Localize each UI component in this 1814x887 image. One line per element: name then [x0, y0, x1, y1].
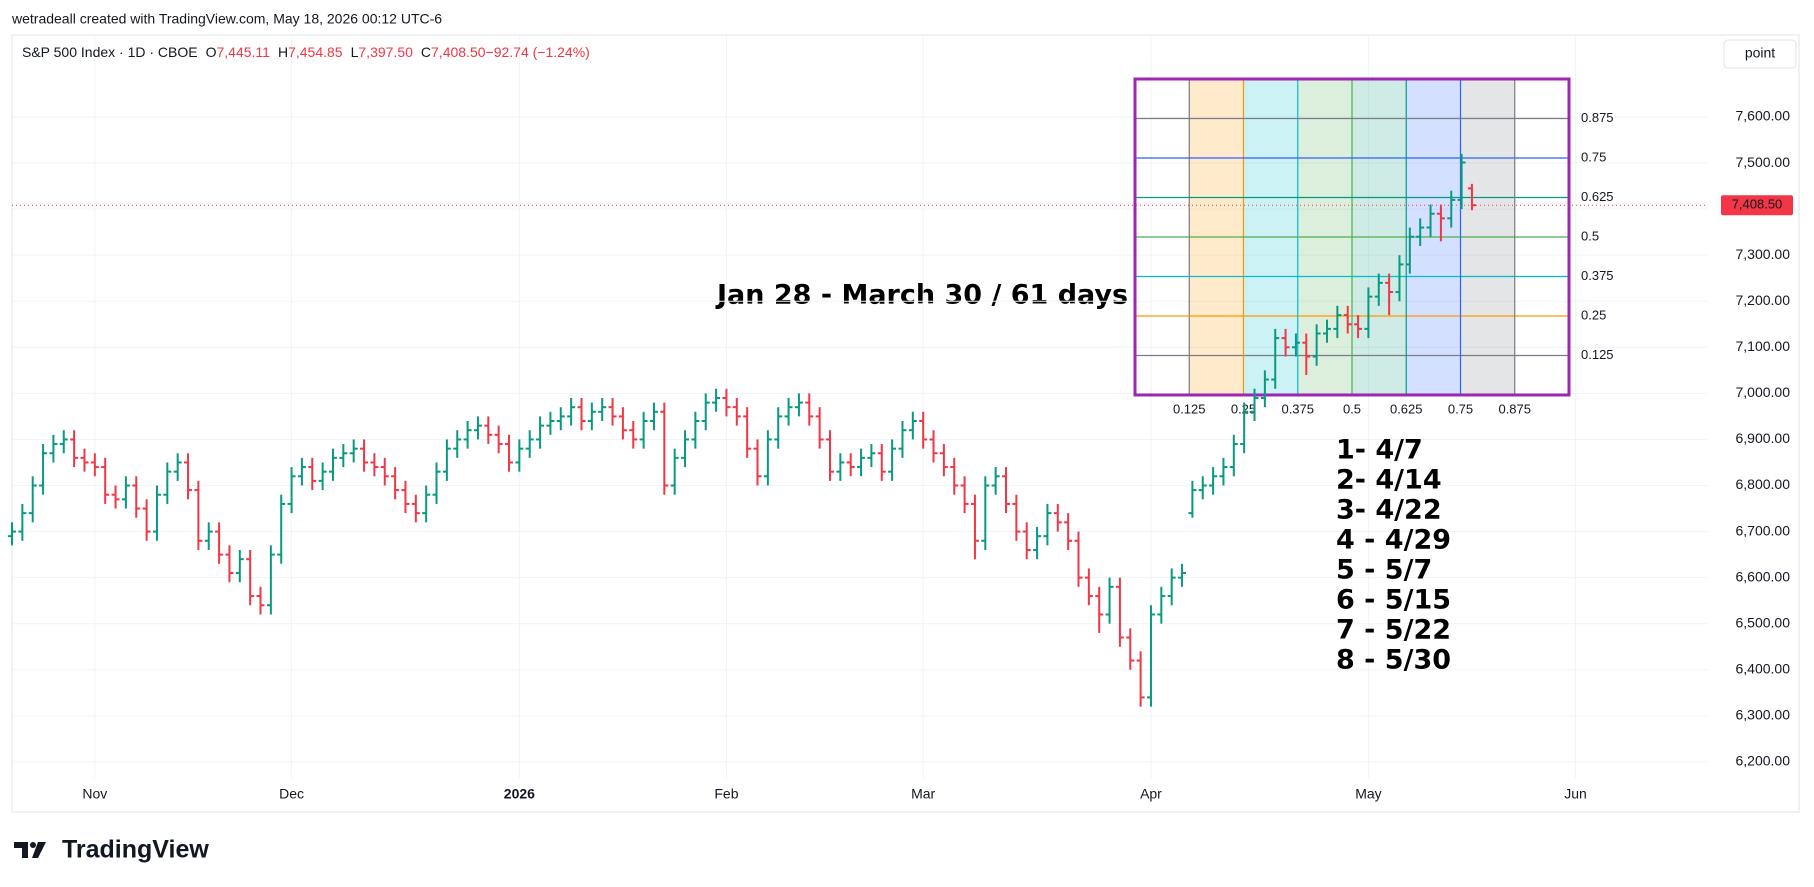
date-list-item: 4 - 4/29	[1336, 525, 1451, 556]
fib-time-label: 0.5	[1343, 401, 1361, 416]
legend-key: H	[278, 44, 288, 60]
fib-level-label: 0.125	[1581, 347, 1614, 362]
range-annotation: Jan 28 - March 30 / 61 days	[715, 280, 1128, 311]
x-tick-label: 2026	[504, 786, 535, 802]
y-tick-label: 7,200.00	[1736, 292, 1791, 308]
legend-value: −92.74 (−1.24%)	[486, 44, 590, 60]
fib-level-label: 0.5	[1581, 228, 1599, 243]
x-tick-label: Feb	[714, 786, 738, 802]
y-tick-label: 6,900.00	[1736, 430, 1791, 446]
fib-level-label: 0.25	[1581, 307, 1606, 322]
y-tick-label: 6,400.00	[1736, 660, 1791, 676]
fib-border	[1133, 77, 1571, 397]
date-list-item: 7 - 5/22	[1336, 615, 1451, 646]
point-button-label[interactable]: point	[1745, 45, 1775, 61]
x-tick-label: Mar	[911, 786, 935, 802]
legend: S&P 500 Index · 1D · CBOE O7,445.11 H7,454…	[22, 44, 590, 60]
y-tick-label: 7,000.00	[1736, 384, 1791, 400]
x-tick-label: May	[1355, 786, 1381, 802]
legend-value: 7,454.85	[288, 44, 343, 60]
date-list-item: 3- 4/22	[1336, 495, 1442, 526]
y-tick-label: 6,300.00	[1736, 707, 1791, 723]
fib-time-label: 0.125	[1173, 401, 1206, 416]
y-tick-label: 7,600.00	[1736, 108, 1791, 124]
last-price-tag	[1721, 195, 1793, 216]
y-tick-label: 6,200.00	[1736, 753, 1791, 769]
brand-name: TradingView	[62, 836, 209, 864]
y-tick-label: 6,800.00	[1736, 476, 1791, 492]
fib-level-label: 0.875	[1581, 110, 1614, 125]
legend-value: 7,397.50	[358, 44, 413, 60]
fib-time-label: 0.375	[1281, 401, 1314, 416]
chart-frame	[11, 34, 1800, 813]
y-tick-label: 6,500.00	[1736, 614, 1791, 630]
date-list-item: 8 - 5/30	[1336, 645, 1451, 676]
last-price-label: 7,408.50	[1732, 197, 1783, 212]
legend-key: L	[351, 44, 359, 60]
fib-level-label: 0.75	[1581, 149, 1606, 164]
date-list-item: 6 - 5/15	[1336, 585, 1451, 616]
x-tick-label: Jun	[1564, 786, 1587, 802]
fib-drawing: 0.1250.1250.250.250.3750.3750.50.50.6250…	[1133, 77, 1614, 416]
brand-logo	[14, 842, 46, 858]
x-tick-label: Dec	[279, 786, 304, 802]
point-button[interactable]	[1723, 39, 1797, 69]
y-tick-label: 7,300.00	[1736, 246, 1791, 262]
legend-value: 7,445.11	[217, 44, 271, 60]
legend-value: 7,408.50	[431, 44, 486, 60]
fib-time-label: 0.75	[1448, 401, 1473, 416]
date-list-item: 5 - 5/7	[1336, 555, 1432, 586]
y-tick-label: 6,600.00	[1736, 568, 1791, 584]
fib-time-label: 0.625	[1390, 401, 1423, 416]
attribution: wetradeall created with TradingView.com,…	[11, 11, 442, 27]
fib-level-label: 0.375	[1581, 268, 1614, 283]
x-tick-label: Nov	[82, 786, 107, 802]
date-list-item: 2- 4/14	[1336, 465, 1442, 496]
date-list-item: 1- 4/7	[1336, 435, 1423, 466]
fib-time-label: 0.875	[1498, 401, 1531, 416]
fib-level-label: 0.625	[1581, 189, 1614, 204]
legend-key: C	[421, 44, 431, 60]
y-tick-label: 6,700.00	[1736, 522, 1791, 538]
legend-key: O	[206, 44, 217, 60]
x-tick-label: Apr	[1140, 786, 1162, 802]
legend-symbol: S&P 500 Index · 1D · CBOE	[22, 44, 198, 60]
y-tick-label: 7,500.00	[1736, 154, 1791, 170]
y-tick-label: 7,100.00	[1736, 338, 1791, 354]
